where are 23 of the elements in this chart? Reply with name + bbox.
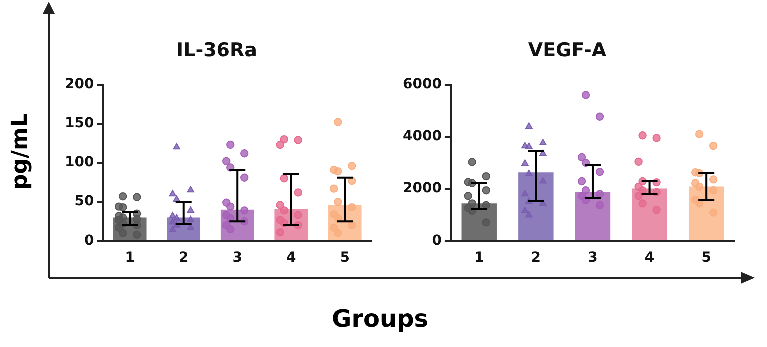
y-tick-label: 50 bbox=[74, 194, 94, 210]
x-tick-label: 2 bbox=[178, 250, 189, 266]
y-tick-label: 4000 bbox=[402, 128, 442, 145]
x-tick-label: 4 bbox=[644, 250, 655, 266]
x-tick-label: 3 bbox=[232, 250, 242, 266]
x-tick-label: 4 bbox=[286, 250, 296, 266]
y-tick-label: 200 bbox=[64, 76, 94, 92]
chart-title: IL-36Ra bbox=[176, 39, 258, 62]
x-tick-label: 1 bbox=[125, 250, 135, 266]
y-axis-title: pg/mL bbox=[8, 114, 33, 190]
x-tick-label: 2 bbox=[531, 250, 542, 266]
y-tick-label: 0 bbox=[84, 232, 94, 249]
y-tick-label: 6000 bbox=[402, 76, 442, 92]
x-tick-label: 3 bbox=[588, 250, 598, 266]
y-tick-label: 0 bbox=[432, 232, 442, 249]
x-axis-title: Groups bbox=[332, 305, 429, 333]
x-tick-label: 1 bbox=[474, 250, 484, 266]
x-tick-label: 5 bbox=[340, 250, 350, 266]
y-tick-label: 150 bbox=[64, 116, 94, 132]
chart-title: VEGF-A bbox=[528, 39, 607, 62]
y-tick-label: 100 bbox=[64, 154, 94, 171]
x-tick-label: 5 bbox=[702, 250, 712, 266]
y-tick-label: 2000 bbox=[402, 180, 442, 197]
